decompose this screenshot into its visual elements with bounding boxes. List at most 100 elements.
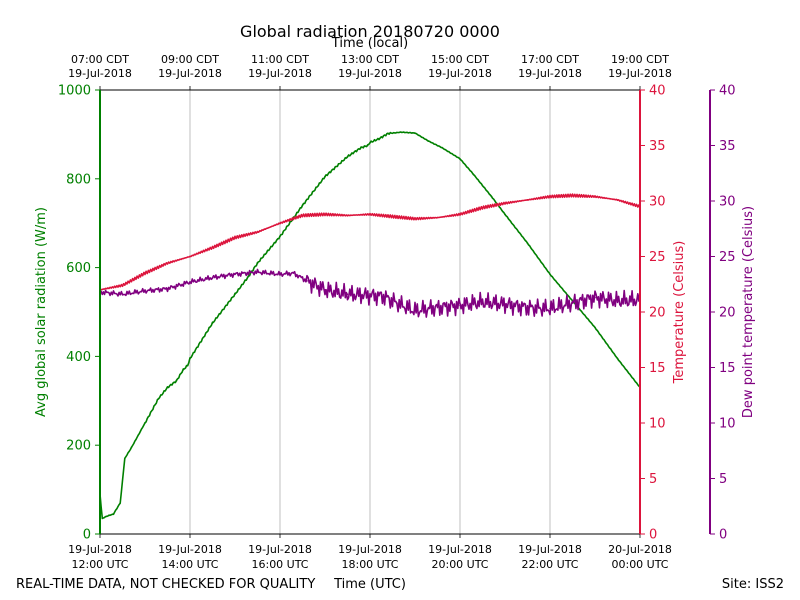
temperature-tick-label: 30 [649, 195, 666, 210]
x-tick-label-date: 19-Jul-2018 [428, 543, 492, 556]
dewpoint-tick-label: 35 [719, 139, 736, 154]
data-point-radiation [360, 146, 362, 149]
temperature-tick-label: 10 [649, 417, 666, 432]
top-tick-label-time: 19:00 CDT [611, 53, 669, 66]
data-point-radiation [594, 326, 596, 329]
data-point-radiation [279, 235, 281, 238]
data-point-radiation [427, 140, 430, 142]
data-point-dewpoint [121, 293, 124, 296]
dewpoint-tick-label: 25 [719, 250, 736, 265]
series-layer [99, 131, 641, 520]
data-point-radiation [549, 273, 551, 276]
x-axis-label: Time (UTC) [333, 577, 406, 592]
data-point-temperature [436, 216, 439, 219]
data-point-dewpoint [504, 303, 506, 306]
data-point-temperature [504, 202, 506, 204]
x-tick-label-time: 12:00 UTC [71, 558, 128, 571]
data-point-temperature [594, 195, 596, 198]
data-point-radiation [441, 146, 443, 149]
data-point-radiation [157, 397, 160, 400]
data-point-dewpoint [256, 271, 259, 273]
data-point-radiation [182, 368, 185, 371]
data-point-temperature [121, 284, 124, 287]
x-tick-label-date: 19-Jul-2018 [518, 543, 582, 556]
data-point-radiation [369, 141, 371, 144]
data-point-dewpoint [234, 273, 236, 276]
data-point-temperature [301, 214, 304, 217]
data-point-radiation [186, 364, 189, 367]
data-point-radiation [112, 513, 115, 515]
data-point-temperature [166, 262, 169, 265]
x-tick-label-date: 20-Jul-2018 [608, 543, 672, 556]
data-point-radiation [130, 446, 133, 449]
data-point-dewpoint [594, 296, 596, 299]
data-point-radiation [346, 155, 349, 158]
top-tick-label-date: 19-Jul-2018 [248, 67, 312, 80]
temperature-tick-label: 15 [649, 361, 666, 376]
temperature-tick-label: 35 [649, 139, 666, 154]
data-point-radiation [616, 357, 619, 360]
data-point-radiation [175, 380, 178, 382]
top-tick-label-date: 19-Jul-2018 [158, 67, 222, 80]
data-point-temperature [391, 215, 394, 218]
data-point-dewpoint [481, 301, 484, 303]
data-point-temperature [211, 246, 214, 249]
data-point-radiation [526, 242, 529, 244]
radiation-tick-label: 800 [66, 172, 91, 187]
data-point-dewpoint [166, 287, 169, 290]
dewpoint-tick-label: 0 [719, 528, 727, 543]
data-point-temperature [459, 213, 461, 216]
top-tick-label-time: 13:00 CDT [341, 53, 399, 66]
x-tick-label-date: 19-Jul-2018 [158, 543, 222, 556]
x-tick-label-date: 19-Jul-2018 [248, 543, 312, 556]
top-tick-label-date: 19-Jul-2018 [608, 67, 672, 80]
data-point-temperature [189, 255, 191, 258]
quality-disclaimer: REAL-TIME DATA, NOT CHECKED FOR QUALITY [16, 577, 315, 592]
top-tick-label-time: 11:00 CDT [251, 53, 309, 66]
radiation-tick-label: 1000 [58, 84, 91, 99]
temperature-tick-label: 0 [649, 528, 657, 543]
radiation-tick-label: 400 [66, 350, 91, 365]
data-point-radiation [234, 293, 236, 296]
dewpoint-tick-label: 10 [719, 417, 736, 432]
data-point-radiation [387, 132, 389, 135]
data-point-radiation [256, 262, 259, 265]
data-point-dewpoint [459, 304, 461, 307]
data-point-dewpoint [526, 306, 529, 309]
radiation-axis-label: Avg global solar radiation (W/m) [34, 207, 49, 417]
data-point-dewpoint [292, 272, 295, 274]
data-point-temperature [369, 213, 371, 216]
data-point-dewpoint [571, 302, 574, 304]
site-label: Site: ISS2 [722, 577, 784, 592]
top-tick-label-time: 17:00 CDT [521, 53, 579, 66]
data-point-temperature [481, 206, 484, 209]
data-point-temperature [256, 231, 259, 233]
data-point-dewpoint [144, 290, 146, 292]
data-point-dewpoint [549, 307, 551, 310]
chart-title: Global radiation 20180720 0000 [240, 22, 500, 41]
data-point-dewpoint [616, 300, 619, 302]
data-point-radiation [504, 213, 506, 216]
radiation-tick-label: 200 [66, 439, 91, 454]
dewpoint-tick-label: 30 [719, 195, 736, 210]
data-point-dewpoint [346, 293, 349, 296]
data-point-temperature [279, 222, 281, 224]
data-point-radiation [101, 517, 104, 520]
data-point-radiation [324, 175, 326, 178]
data-point-dewpoint [324, 289, 326, 291]
x-tick-label-time: 18:00 UTC [341, 558, 398, 571]
dewpoint-axis-label: Dew point temperature (Celsius) [741, 206, 756, 418]
data-point-radiation [119, 502, 121, 504]
top-tick-label-time: 15:00 CDT [431, 53, 489, 66]
data-point-dewpoint [396, 302, 398, 304]
top-tick-label-time: 09:00 CDT [161, 53, 219, 66]
data-point-temperature [616, 199, 619, 201]
dewpoint-tick-label: 5 [719, 472, 727, 487]
vertical-grid [99, 90, 641, 534]
data-point-radiation [189, 357, 191, 360]
data-point-radiation [247, 275, 250, 278]
data-point-dewpoint [436, 306, 439, 309]
temperature-tick-label: 5 [649, 472, 657, 487]
x-tick-label-time: 22:00 UTC [521, 558, 578, 571]
